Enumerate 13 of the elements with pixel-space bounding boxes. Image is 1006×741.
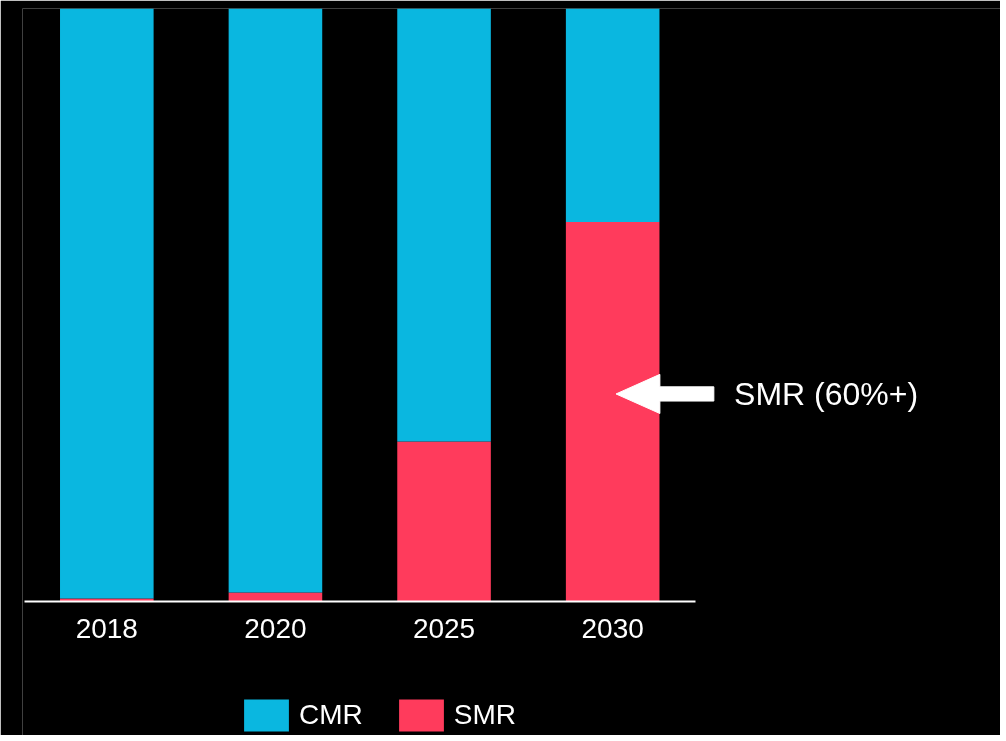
x-tick-label: 2018 <box>75 613 138 645</box>
bar <box>228 8 323 593</box>
bar <box>397 8 491 442</box>
x-tick-label: 2020 <box>244 613 307 645</box>
x-tick-label: 2030 <box>581 613 644 645</box>
bar <box>565 8 660 222</box>
text: SMR (60%+) <box>734 375 919 412</box>
legend-label: SMR <box>453 699 516 731</box>
x-tick-label: 2025 <box>412 613 476 645</box>
bar <box>397 441 491 602</box>
bar <box>60 8 154 599</box>
legend-label: CMR <box>299 699 363 731</box>
bar <box>565 221 660 602</box>
